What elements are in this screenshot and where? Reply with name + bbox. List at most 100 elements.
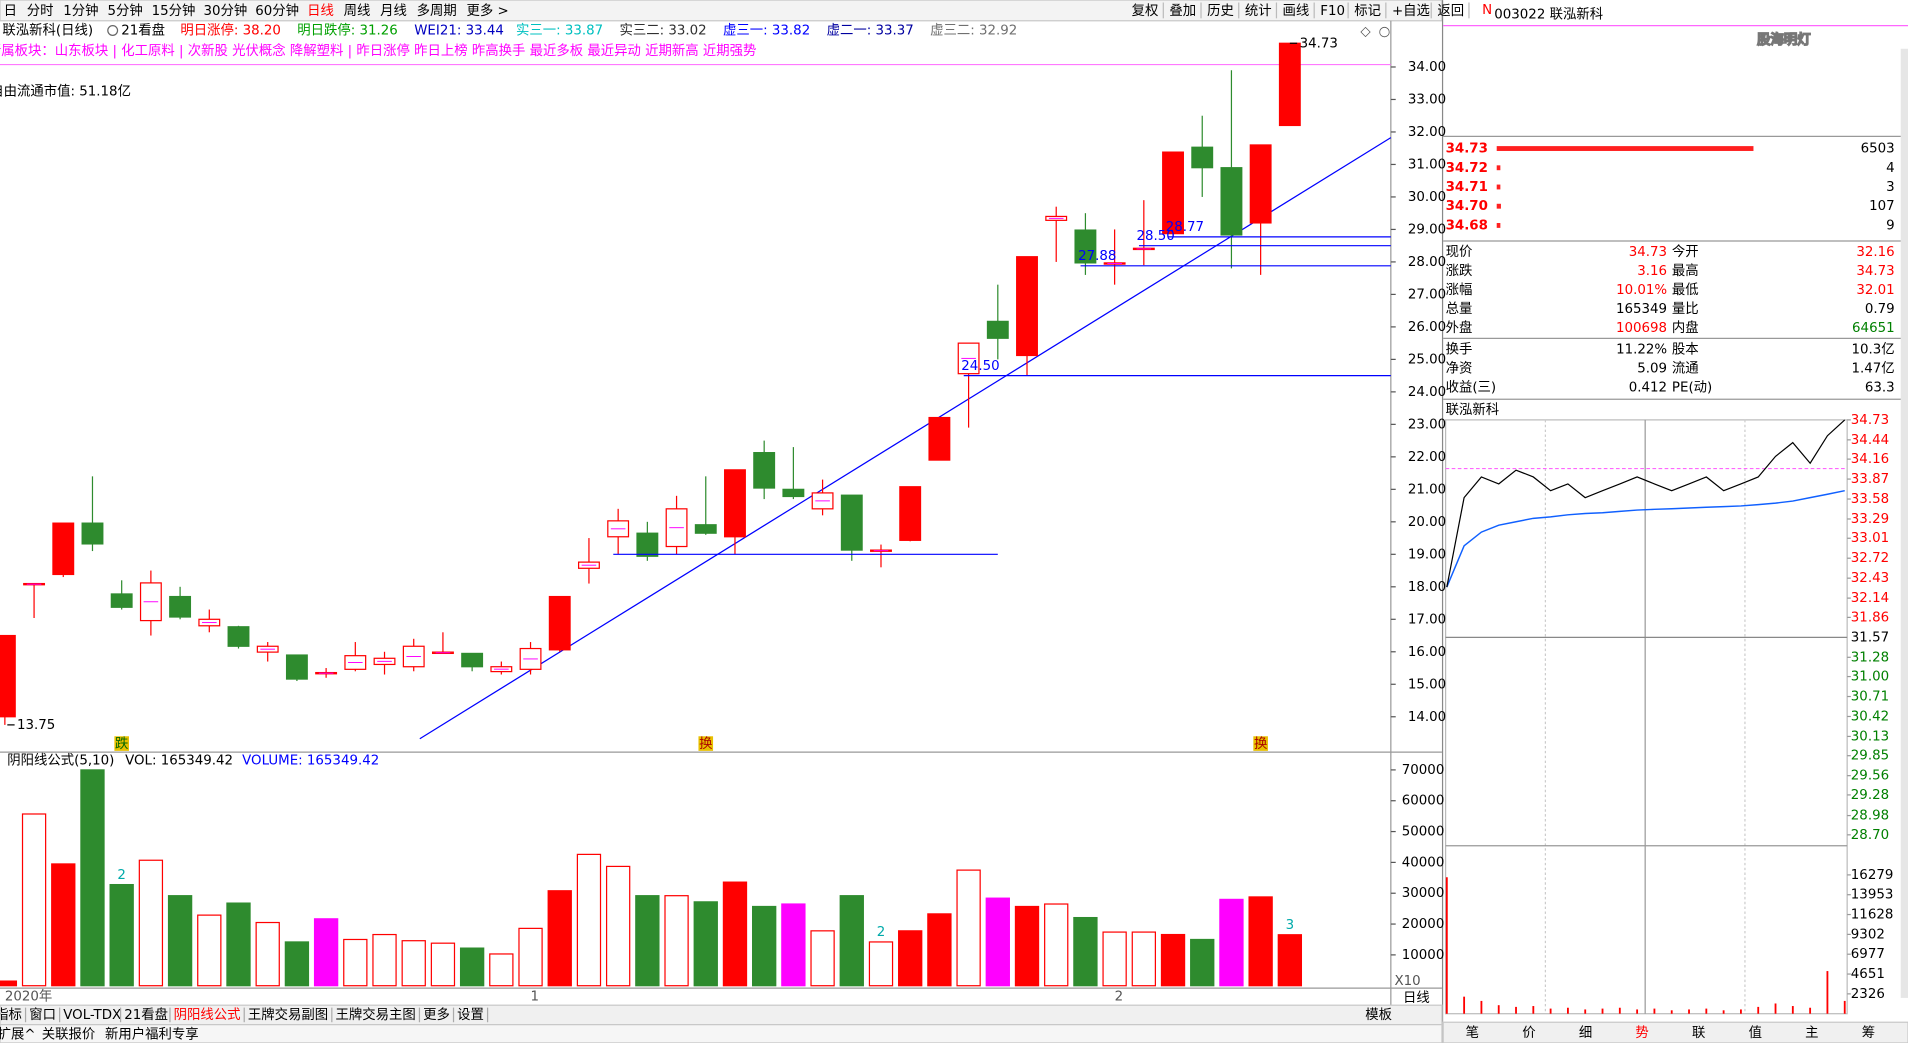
header-item: 虚三二: 32.92 <box>930 23 1017 39</box>
y-tick-label: 11628 <box>1851 908 1894 923</box>
toolbar-item[interactable]: 60分钟 <box>255 2 299 19</box>
volume-bar <box>197 914 222 987</box>
toolbar-button[interactable]: 画线 <box>1283 3 1310 19</box>
bottom-tab[interactable]: 窗口 <box>29 1006 56 1023</box>
quote-label: PE(动) <box>1672 379 1712 395</box>
ask-volume: 4 <box>1886 161 1895 176</box>
y-tick-label: 19.00 <box>1408 547 1446 562</box>
y-tick-label: 40000 <box>1402 855 1445 870</box>
toolbar-item[interactable]: 分时 <box>27 3 54 19</box>
toolbar-item[interactable]: 1分钟 <box>63 2 98 19</box>
side-tab[interactable]: 细 <box>1579 1025 1592 1041</box>
y-tick-label: 29.56 <box>1851 769 1889 784</box>
header-item: WEI21: 33.44 <box>414 24 504 39</box>
quote-label: 内盘 <box>1672 319 1699 336</box>
volume-bar <box>0 980 18 987</box>
y-tick-label: 23.00 <box>1408 417 1446 432</box>
bottom-tab[interactable]: 指标 <box>0 1007 22 1023</box>
price-label: 28.50 <box>1137 229 1175 244</box>
y-tick-label: 30.42 <box>1851 709 1889 724</box>
y-tick-label: 32.72 <box>1851 551 1889 566</box>
quote-label: 涨跌 <box>1446 263 1473 279</box>
volume-title: 阴阳线公式(5,10) <box>7 753 114 769</box>
side-tab[interactable]: 主 <box>1805 1025 1818 1041</box>
volume-bar <box>459 947 485 987</box>
quote-label: 现价 <box>1446 245 1473 260</box>
y-tick-label: 29.85 <box>1851 749 1889 764</box>
volume-annotation: 2 <box>117 868 126 883</box>
ask-volume: 3 <box>1886 180 1895 195</box>
ask-bar <box>1496 165 1501 171</box>
watermark: 股海明灯 <box>1757 31 1811 48</box>
toolbar-button[interactable]: 统计 <box>1245 3 1272 19</box>
bottom-tab[interactable]: VOL-TDX <box>63 1008 121 1023</box>
bottom-tab[interactable]: 王牌交易副图 <box>248 1006 328 1023</box>
quote-value: 34.73 <box>1629 245 1667 260</box>
bottom-tab[interactable]: 阴阳线公式 <box>174 1007 241 1023</box>
candle-body <box>285 654 308 680</box>
volume-bar <box>1014 905 1040 987</box>
side-tab[interactable]: 值 <box>1749 1025 1762 1041</box>
candle-body <box>1249 144 1272 224</box>
side-tab[interactable]: 价 <box>1522 1026 1535 1041</box>
y-tick-label: 33.01 <box>1851 531 1889 546</box>
price-label: 24.50 <box>961 359 999 374</box>
volume-bar <box>80 769 105 987</box>
y-tick-label: 29.00 <box>1408 222 1446 237</box>
toolbar-button[interactable]: 叠加 <box>1169 3 1196 19</box>
bottom-link[interactable]: 扩展^ <box>0 1026 36 1042</box>
toolbar-item[interactable]: 日线 <box>307 3 334 19</box>
quote-label: 最高 <box>1672 262 1699 279</box>
candle-body <box>782 488 805 498</box>
y-tick-label: 9302 <box>1851 927 1885 942</box>
toolbar-button[interactable]: 复权 <box>1132 2 1159 19</box>
side-tab[interactable]: 联 <box>1692 1025 1705 1041</box>
toolbar-button[interactable]: 返回 <box>1437 3 1464 19</box>
bottom-link[interactable]: 新用户福利专享 <box>105 1025 199 1042</box>
bottom-right[interactable]: 模板 <box>1365 1007 1392 1023</box>
toolbar-item[interactable]: 更多 > <box>467 2 509 19</box>
toolbar-button[interactable]: 标记 <box>1354 3 1381 19</box>
toolbar-item[interactable]: 30分钟 <box>203 2 247 19</box>
bottom-right[interactable]: 日线 <box>1403 990 1430 1006</box>
ask-bar <box>1496 184 1501 190</box>
toolbar-item[interactable]: 多周期 <box>417 2 457 19</box>
side-tab[interactable]: 笔 <box>1466 1025 1479 1041</box>
signal-label: 换 <box>699 736 712 752</box>
candle-body <box>899 486 922 541</box>
bottom-link[interactable]: 关联报价 <box>42 1026 96 1042</box>
volume-bar <box>605 865 631 987</box>
bottom-tab[interactable]: 21看盘 <box>124 1006 168 1023</box>
bottom-tab[interactable]: 更多 <box>423 1006 450 1023</box>
candle-body <box>753 452 776 489</box>
volume-bar <box>956 869 981 987</box>
candle-body <box>110 593 133 608</box>
toolbar-item[interactable]: 日 <box>4 4 17 19</box>
candle-body <box>636 532 659 557</box>
toolbar-item[interactable]: 月线 <box>380 3 407 19</box>
toolbar-button[interactable]: F10 <box>1320 4 1345 19</box>
toolbar-button[interactable]: +自选 <box>1392 3 1430 19</box>
quote-value: 10.01% <box>1616 283 1667 298</box>
side-tab[interactable]: 筹 <box>1862 1024 1875 1041</box>
y-tick-label: 2326 <box>1851 987 1885 1002</box>
bottom-tab[interactable]: 设置 <box>457 1007 484 1023</box>
volume-annotation: 2 <box>877 925 886 940</box>
volume-bar <box>927 913 952 987</box>
scrollbar[interactable] <box>1900 48 1908 998</box>
quote-label: 收益(三) <box>1446 379 1497 395</box>
toolbar-button[interactable]: 历史 <box>1207 3 1234 19</box>
candle-body <box>694 524 717 534</box>
quote-value: 10.3亿 <box>1851 341 1894 357</box>
y-tick-label: 32.00 <box>1408 125 1446 140</box>
candle-body <box>928 416 951 461</box>
toolbar-item[interactable]: 周线 <box>344 3 371 19</box>
ask-bar <box>1496 223 1501 228</box>
toolbar-item[interactable]: 15分钟 <box>152 2 196 19</box>
bottom-tab[interactable]: 王牌交易主图 <box>335 1006 415 1023</box>
side-tab[interactable]: 势 <box>1635 1025 1648 1041</box>
toolbar-item[interactable]: 5分钟 <box>107 2 142 19</box>
candle-body <box>724 469 746 538</box>
